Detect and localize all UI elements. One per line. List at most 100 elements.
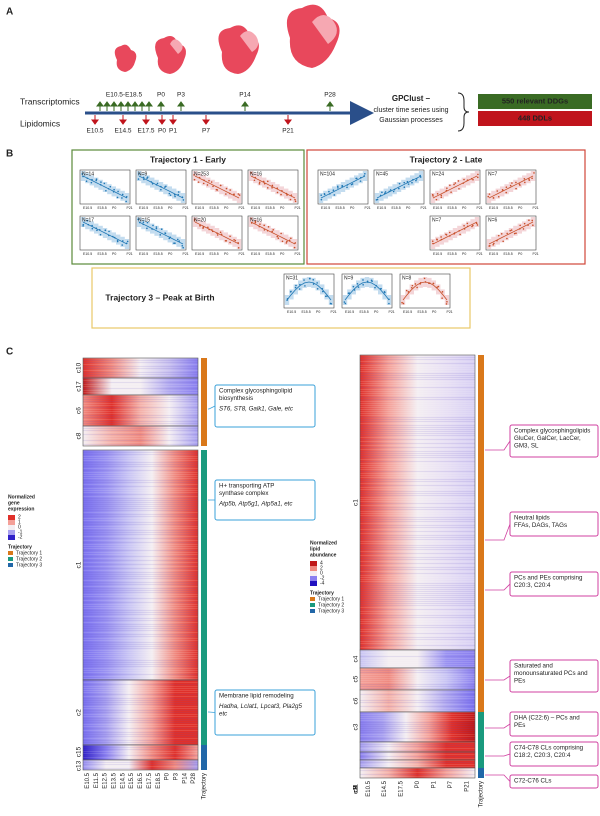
mini-point <box>193 178 196 181</box>
mini-point <box>116 240 119 243</box>
mini-line <box>432 221 478 245</box>
mini-point <box>253 179 256 182</box>
heatmap-row-texture <box>83 728 198 729</box>
heatmap-row-texture <box>83 500 198 501</box>
heatmap-row-texture <box>360 708 475 709</box>
column-label: P0 <box>415 780 421 788</box>
mini-axis-label: P21 <box>365 206 371 210</box>
mini-n-label: N=7 <box>488 171 498 177</box>
heatmap-row-texture <box>83 588 198 589</box>
heatmap-row-texture <box>360 441 475 442</box>
mini-point <box>294 286 297 289</box>
heatmap-row-texture <box>83 360 198 361</box>
heatmap-row-texture <box>83 486 198 487</box>
heatmap-row-texture <box>360 399 475 400</box>
heatmap-row-texture <box>360 696 475 697</box>
annotation-text: C72-C76 CLs <box>514 778 552 785</box>
mini-axis-label: E15.5 <box>210 252 219 256</box>
mini-point <box>286 240 288 243</box>
heatmap-row-texture <box>83 702 198 703</box>
mini-point <box>266 187 269 189</box>
legend-swatch <box>310 576 317 581</box>
mini-point <box>272 228 275 231</box>
green-arrow <box>96 101 104 111</box>
heatmap-row-texture <box>83 696 198 697</box>
mini-axis-label: P21 <box>127 252 133 256</box>
column-label: E13.5 <box>112 772 118 788</box>
heatmap-row-texture <box>83 514 198 515</box>
annotation-text: GluCer, GalCer, LacCer, <box>514 435 581 442</box>
mini-axis-label: E10.5 <box>139 206 148 210</box>
heatmap-row-texture <box>83 724 198 725</box>
red-arrow <box>91 115 99 125</box>
heatmap-row-texture <box>83 376 198 377</box>
mini-point <box>459 233 461 236</box>
heatmap-row-texture <box>360 407 475 408</box>
mini-axis-label: P0 <box>518 206 522 210</box>
heatmap-row-texture <box>360 553 475 554</box>
mini-point <box>280 232 282 235</box>
heatmap-row-texture <box>83 508 198 509</box>
heatmap-row-texture <box>83 736 198 737</box>
heatmap-row-texture <box>360 501 475 502</box>
heatmap-row-texture <box>83 730 198 731</box>
heatmap-row-texture <box>83 680 198 681</box>
column-label: P28 <box>191 772 197 783</box>
mini-point <box>160 188 162 191</box>
mini-point <box>271 184 274 187</box>
heatmap-row-texture <box>83 397 198 398</box>
heatmap-row-texture <box>360 627 475 628</box>
mini-point <box>436 286 439 288</box>
heatmap-row-texture <box>360 674 475 675</box>
heatmap-row-texture <box>360 461 475 462</box>
mini-axis-label: P21 <box>183 252 189 256</box>
heatmap-row-texture <box>360 563 475 564</box>
mini-point <box>524 181 526 184</box>
mini-point <box>104 229 107 232</box>
mini-point <box>328 190 330 193</box>
heatmap-row-texture <box>83 624 198 625</box>
heatmap-row-texture <box>360 447 475 448</box>
heatmap-row-texture <box>83 596 198 597</box>
heatmap-row-texture <box>83 554 198 555</box>
heatmap-row-texture <box>360 623 475 624</box>
mini-point <box>103 182 106 185</box>
annotation-connector <box>485 723 511 729</box>
heatmap-row-texture <box>360 483 475 484</box>
heatmap-row-texture <box>360 543 475 544</box>
mini-point <box>202 227 204 229</box>
heatmap-row-texture <box>360 541 475 542</box>
heatmap-row-texture <box>83 684 198 685</box>
mini-point <box>492 243 494 246</box>
cluster-label: c8 <box>353 785 360 792</box>
heatmap-row-texture <box>360 712 475 713</box>
mini-point <box>316 282 318 284</box>
heatmap-row-texture <box>360 682 475 683</box>
heatmap-row-texture <box>83 440 198 441</box>
mini-point <box>448 231 451 234</box>
heatmap-row-texture <box>83 658 198 659</box>
mini-point <box>168 237 171 240</box>
heatmap-row-texture <box>83 576 198 577</box>
mini-line <box>250 175 296 199</box>
mini-point <box>488 193 491 195</box>
heatmap-row-texture <box>83 640 198 641</box>
green-arrow <box>138 101 146 111</box>
heatmap-row-texture <box>83 423 198 424</box>
heatmap-row-texture <box>83 458 198 459</box>
heatmap-row-texture <box>83 428 198 429</box>
mini-axis-label: P21 <box>295 206 301 210</box>
trajectory-bar <box>478 768 484 778</box>
heatmap-row-texture <box>360 429 475 430</box>
heatmap-row-texture <box>360 555 475 556</box>
heatmap-row-texture <box>83 584 198 585</box>
brace <box>457 92 470 132</box>
heatmap-row-texture <box>83 380 198 381</box>
cluster-label: c17 <box>76 381 83 392</box>
heatmap-row-texture <box>360 443 475 444</box>
mini-point <box>142 221 145 224</box>
cluster-label: c15 <box>76 746 83 757</box>
column-label: E10.5 <box>366 780 372 796</box>
mini-point <box>436 238 438 240</box>
